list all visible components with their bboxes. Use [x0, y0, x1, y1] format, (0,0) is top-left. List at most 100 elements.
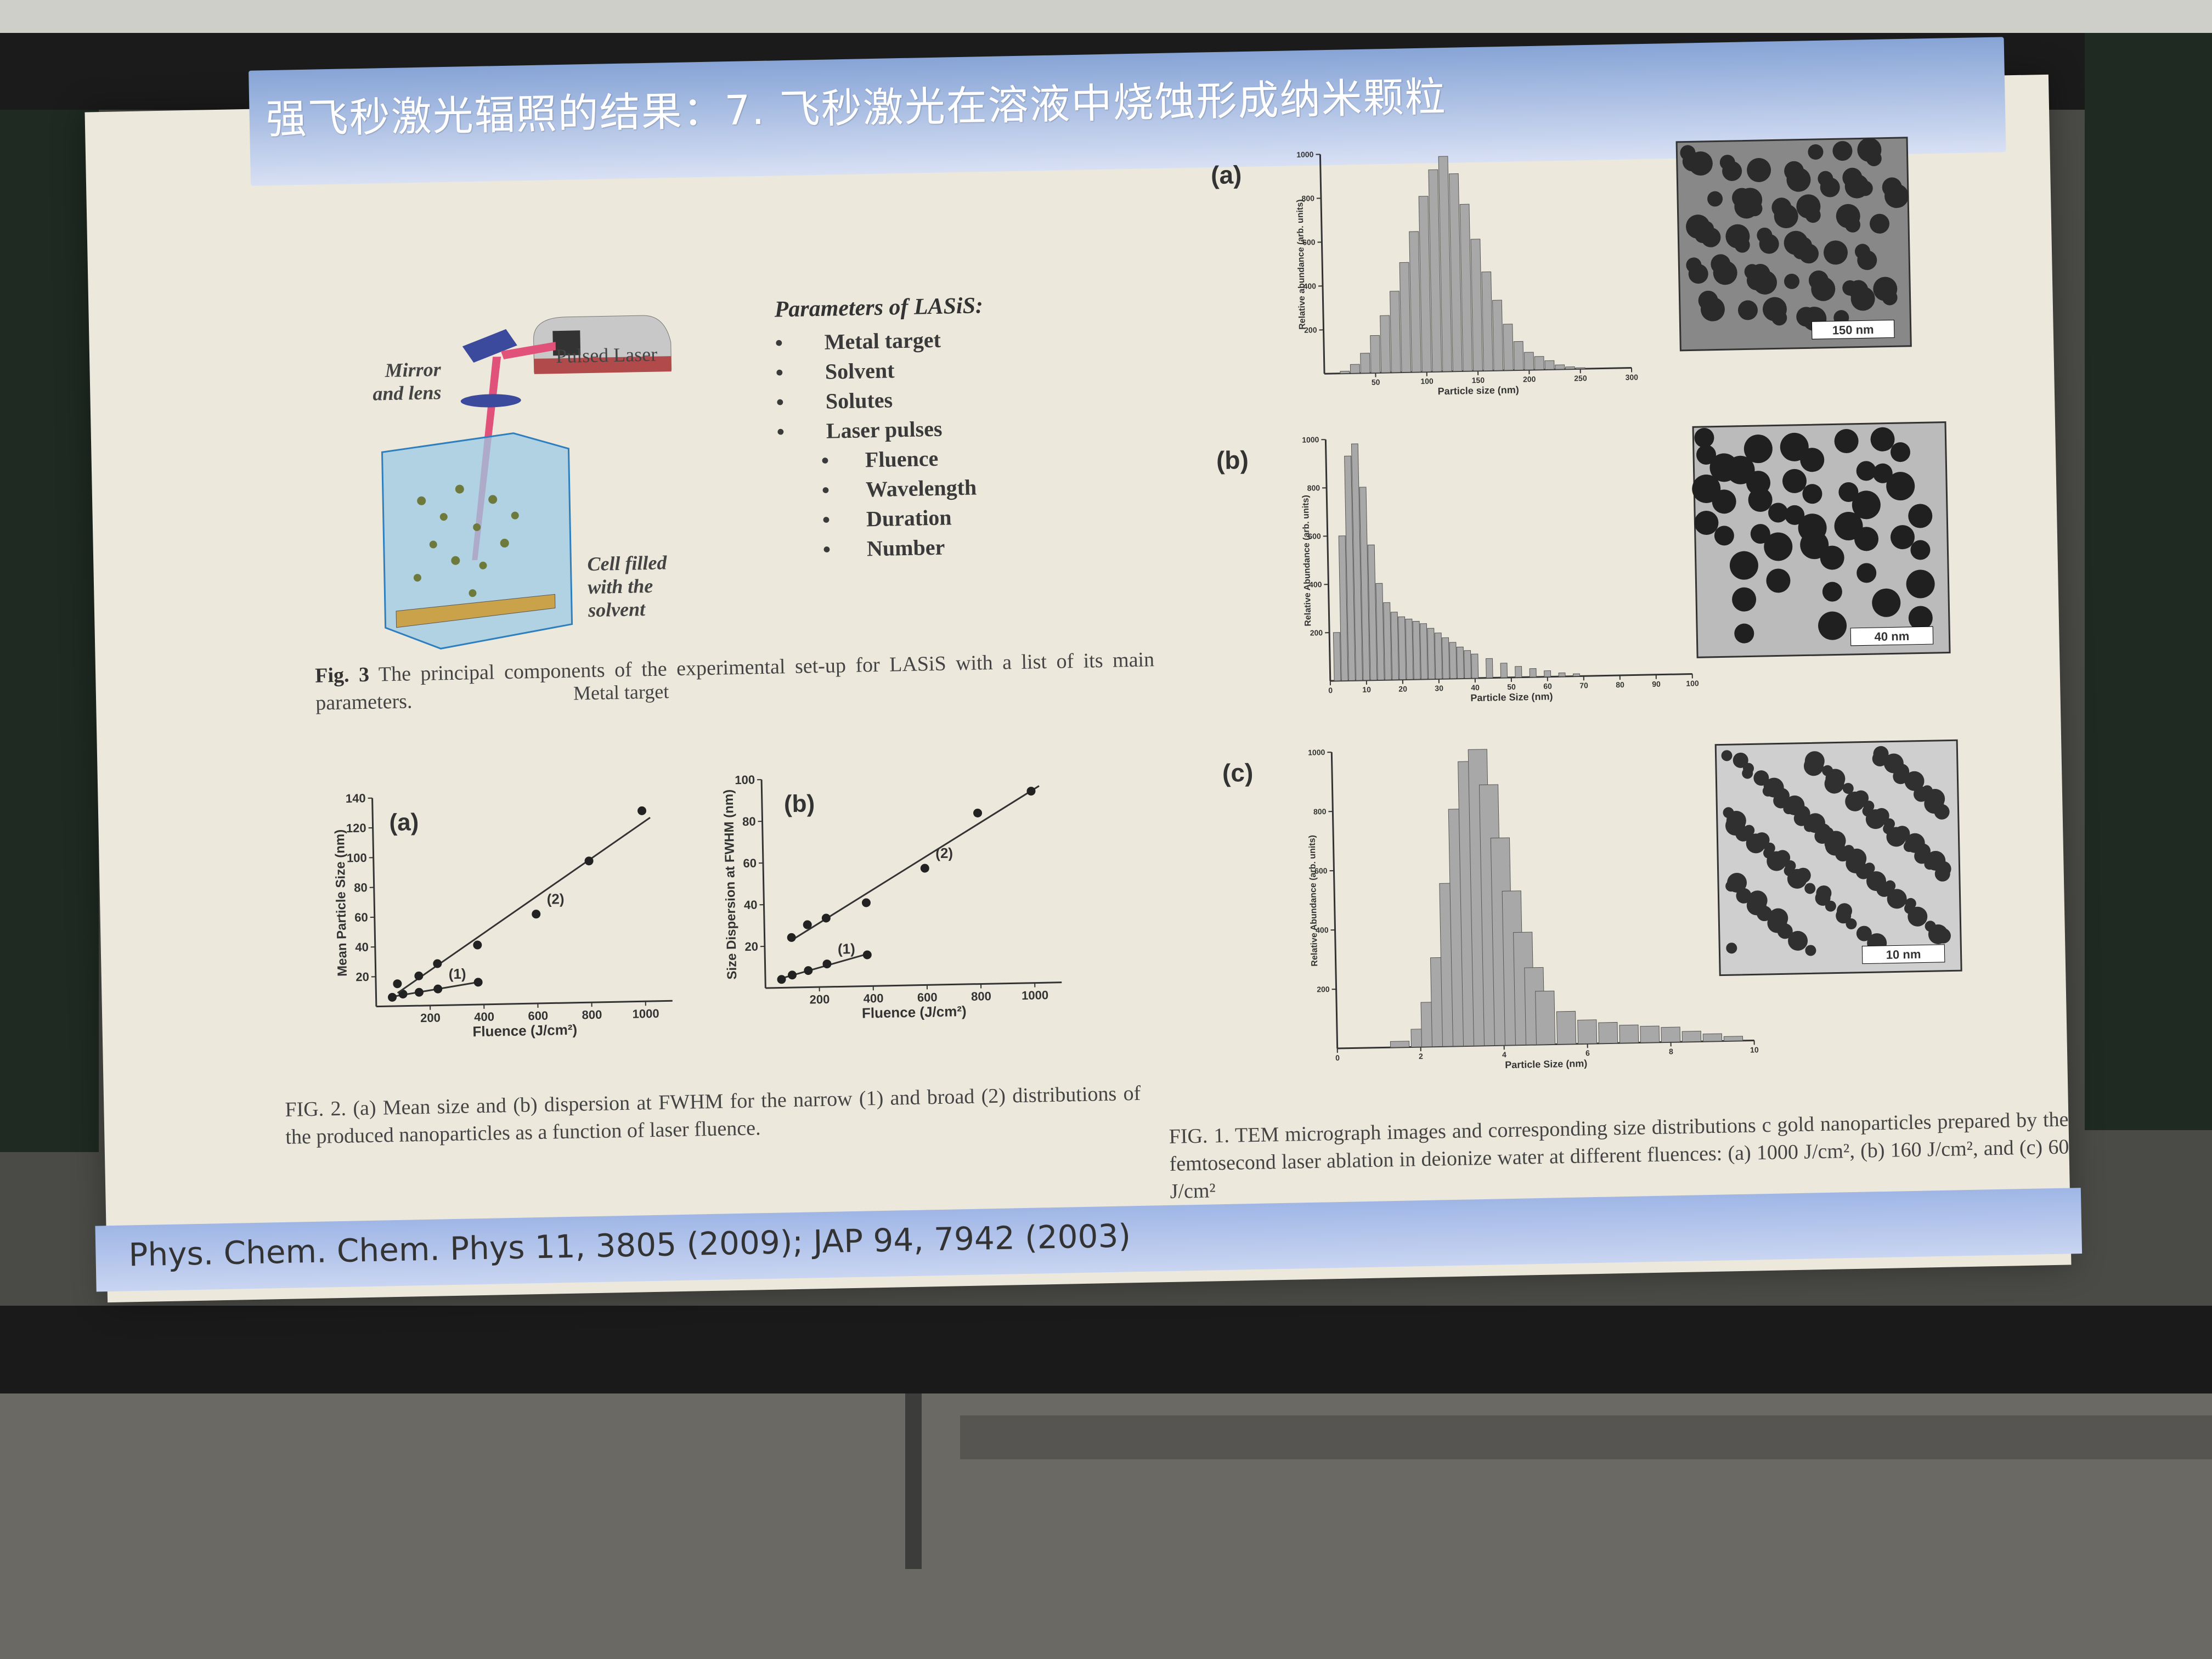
tem-particle: [1894, 764, 1910, 780]
pulsed-laser-label: Pulsed Laser: [555, 343, 658, 368]
x-tick-label: 800: [971, 989, 991, 1003]
x-tick-label: 8: [1669, 1047, 1673, 1056]
tem-particle: [1925, 789, 1945, 809]
scale-bar-label: 40 nm: [1874, 629, 1909, 644]
histogram-bar: [1456, 646, 1464, 679]
tem-particle: [1805, 945, 1816, 956]
tem-particle: [1856, 461, 1876, 481]
x-tick-label: 90: [1652, 680, 1661, 689]
x-tick-label: 200: [1523, 375, 1536, 383]
x-tick-label: 600: [528, 1009, 548, 1023]
panel-label: (b): [783, 790, 815, 817]
histogram-bar: [1399, 262, 1412, 373]
x-tick-label: 600: [917, 990, 938, 1005]
histogram-bar: [1367, 544, 1378, 681]
histogram-bar: [1598, 1022, 1618, 1044]
data-point: [414, 988, 424, 997]
tem-particle: [1863, 800, 1875, 812]
tem-particle: [1906, 569, 1935, 599]
fig2-caption: FIG. 2. (a) Mean size and (b) dispersion…: [285, 1081, 1141, 1149]
tem-particle: [1726, 943, 1737, 954]
tem-particle: [1726, 811, 1746, 831]
data-point: [473, 978, 483, 987]
tem-particle: [1688, 264, 1708, 284]
y-tick-label: 1000: [1308, 748, 1325, 757]
x-axis-label: Particle Size (nm): [1470, 691, 1553, 703]
tem-particle: [1795, 805, 1810, 821]
tem-particle: [1908, 504, 1933, 528]
histogram-bar: [1338, 535, 1348, 681]
data-point: [920, 864, 929, 873]
tem-particle: [1903, 840, 1915, 852]
x-tick-label: 800: [582, 1008, 602, 1022]
tem-particle: [1825, 900, 1836, 912]
y-tick-label: 400: [1303, 281, 1316, 290]
tem-particle: [1873, 746, 1889, 761]
tem-particle: [1700, 297, 1725, 321]
setup-figure: Mirror and lens Pulsed Laser Cell filled…: [335, 256, 1167, 766]
histogram-bar: [1390, 612, 1400, 680]
x-axis-label: Fluence (J/cm²): [472, 1022, 577, 1040]
histogram-bar: [1389, 291, 1401, 373]
tem-particle: [1688, 151, 1713, 176]
histogram-bar: [1555, 364, 1565, 370]
panel-label: (b): [1216, 445, 1249, 475]
histogram-bar: [1418, 196, 1432, 373]
histogram-bar: [1351, 443, 1363, 681]
x-tick-label: 250: [1574, 374, 1587, 382]
y-axis-label: Relative Abundance (arb. units): [1308, 835, 1320, 967]
data-point: [973, 808, 983, 817]
histogram-bar: [1412, 620, 1421, 680]
histogram-bar: [1575, 367, 1585, 369]
tem-particle: [1701, 227, 1721, 247]
histogram-bar: [1558, 672, 1566, 677]
tem-particle: [1845, 791, 1865, 811]
x-tick-label: 70: [1579, 681, 1588, 690]
y-tick-label: 400: [1309, 580, 1322, 589]
mirror-lens-label: Mirror and lens: [373, 358, 442, 405]
chart-fig2b: 200 400 600 800 1000 20 40 60 80 100 Fluence (J/cm…: [721, 773, 1062, 1022]
y-tick-label: 200: [1317, 985, 1330, 994]
histogram-bar: [1375, 583, 1385, 681]
y-tick-label: 20: [356, 970, 369, 984]
scale-bar-box: [1861, 944, 1945, 964]
x-tick-label: 40: [1471, 683, 1480, 692]
data-point: [433, 984, 443, 994]
series-label: (1): [838, 940, 855, 957]
histogram-bar: [1500, 663, 1508, 678]
tem-particle: [1908, 906, 1928, 927]
histogram-bar: [1405, 618, 1414, 680]
tem-particle: [1842, 783, 1854, 794]
y-tick-label: 800: [1301, 194, 1314, 202]
y-axis: [1324, 439, 1331, 681]
data-point: [861, 898, 871, 907]
tem-particle: [1910, 540, 1931, 560]
projected-slide: 强飞秒激光辐照的结果：7. 飞秒激光在溶液中烧蚀形成纳米颗粒: [84, 37, 2083, 1303]
data-point: [787, 933, 796, 942]
histogram-bar: [1515, 666, 1522, 678]
x-tick-label: 150: [1472, 376, 1485, 385]
histogram-bar: [1360, 353, 1370, 374]
tem-particle: [1857, 250, 1877, 270]
histogram-bar: [1661, 1026, 1681, 1043]
tem-particle: [1886, 472, 1915, 501]
tem-particle: [1780, 432, 1809, 461]
histogram-bar: [1470, 239, 1483, 371]
tem-particle: [1936, 861, 1951, 877]
x-tick-label: 50: [1372, 377, 1380, 386]
y-tick-label: 80: [354, 881, 368, 894]
data-point: [777, 975, 786, 984]
data-point: [862, 950, 872, 960]
tem-particle: [1713, 261, 1737, 285]
tem-particle: [1734, 237, 1750, 253]
tem-particle: [1774, 788, 1790, 804]
tem-particle: [1815, 823, 1831, 839]
tem-particle: [1856, 926, 1872, 941]
tem-particle: [1928, 924, 1948, 944]
tem-particle: [1822, 582, 1842, 602]
tem-particle: [1846, 918, 1857, 930]
y-axis-label: Relative Abundance (arb. units): [1301, 495, 1313, 627]
scale-bar-label: 150 nm: [1832, 323, 1874, 337]
y-tick-label: 120: [346, 821, 366, 836]
x-tick-label: 300: [1625, 373, 1638, 381]
